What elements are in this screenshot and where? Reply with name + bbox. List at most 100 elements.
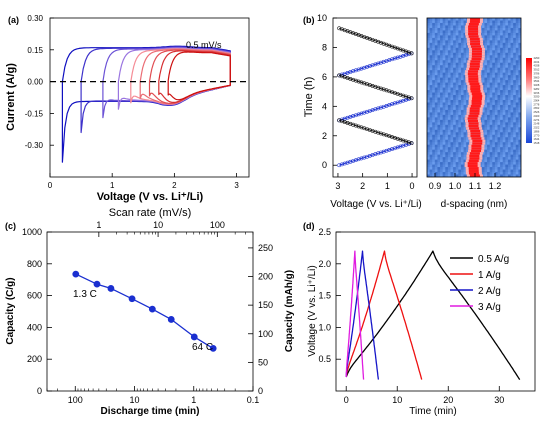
heatmap-cell bbox=[510, 75, 514, 79]
heatmap-cell bbox=[453, 137, 457, 141]
heatmap-cell bbox=[492, 32, 496, 36]
heatmap-cell bbox=[463, 18, 467, 21]
heatmap-cell bbox=[492, 92, 496, 96]
heatmap-cell bbox=[432, 50, 436, 54]
heatmap-cell bbox=[515, 45, 519, 49]
heatmap-cell bbox=[494, 147, 498, 151]
heatmap-cell bbox=[440, 47, 444, 51]
heatmap-cell bbox=[484, 147, 488, 151]
y-tick-label: 1000 bbox=[22, 227, 42, 237]
heatmap-cell bbox=[484, 77, 488, 81]
heatmap-cell bbox=[510, 147, 514, 151]
heatmap-cell bbox=[489, 67, 493, 71]
heatmap-cell bbox=[440, 92, 444, 96]
heatmap-cell bbox=[434, 107, 438, 111]
heatmap-cell bbox=[463, 27, 467, 31]
heatmap-peak bbox=[472, 95, 483, 98]
heatmap-cell bbox=[440, 164, 444, 168]
heatmap-cell bbox=[502, 114, 506, 118]
heatmap-cell bbox=[505, 154, 509, 158]
heatmap-peak bbox=[468, 27, 479, 31]
heatmap-peak bbox=[471, 102, 482, 106]
heatmap-cell bbox=[434, 37, 438, 41]
heatmap-cell bbox=[453, 142, 457, 146]
heatmap-cell bbox=[507, 75, 511, 79]
heatmap-cell bbox=[489, 129, 493, 133]
heatmap-cell bbox=[458, 50, 462, 54]
heatmap-cell bbox=[455, 117, 459, 121]
heatmap-cell bbox=[453, 32, 457, 36]
heatmap-cell bbox=[429, 47, 433, 51]
heatmap-cell bbox=[450, 174, 454, 177]
heatmap-cell bbox=[447, 90, 451, 93]
heatmap-cell bbox=[494, 109, 498, 113]
heatmap-cell bbox=[447, 119, 451, 123]
heatmap-cell bbox=[489, 70, 493, 74]
heatmap-cell bbox=[487, 47, 491, 51]
heatmap-cell bbox=[492, 154, 496, 158]
heatmap-cell bbox=[518, 119, 521, 123]
heatmap-cell bbox=[518, 67, 521, 71]
heatmap-cell bbox=[513, 37, 517, 41]
heatmap-cell bbox=[427, 45, 431, 49]
heatmap-cell bbox=[502, 157, 506, 161]
heatmap-peak bbox=[468, 32, 479, 36]
heatmap-peak bbox=[468, 159, 479, 163]
heatmap-cell bbox=[432, 149, 436, 153]
heatmap-cell bbox=[494, 27, 498, 31]
heatmap-cell bbox=[513, 30, 517, 34]
heatmap-cell bbox=[466, 47, 470, 51]
heatmap-cell bbox=[510, 62, 514, 66]
heatmap-cell bbox=[494, 154, 498, 158]
heatmap-cell bbox=[432, 132, 436, 136]
heatmap-cell bbox=[437, 75, 441, 79]
heatmap-cell bbox=[440, 87, 444, 91]
heatmap-cell bbox=[515, 167, 519, 170]
heatmap-cell bbox=[515, 112, 519, 116]
heatmap-cell bbox=[432, 60, 436, 64]
heatmap-cell bbox=[492, 67, 496, 71]
heatmap-cell bbox=[437, 97, 441, 101]
heatmap-cell bbox=[513, 25, 517, 29]
heatmap-cell bbox=[442, 157, 446, 161]
heatmap-cell bbox=[453, 52, 457, 56]
heatmap-cell bbox=[518, 147, 521, 151]
heatmap-cell bbox=[507, 52, 511, 56]
heatmap-cell bbox=[447, 162, 451, 165]
heatmap-cell bbox=[497, 122, 501, 126]
heatmap-cell bbox=[518, 109, 521, 113]
heatmap-cell bbox=[518, 164, 521, 168]
heatmap-cell bbox=[518, 144, 521, 148]
heatmap-cell bbox=[502, 127, 506, 131]
heatmap-cell bbox=[505, 137, 509, 141]
heatmap-cell bbox=[445, 97, 449, 101]
heatmap-cell bbox=[492, 119, 496, 123]
heatmap-cell bbox=[515, 80, 519, 83]
heatmap-cell bbox=[442, 32, 446, 36]
heatmap-cell bbox=[445, 82, 449, 86]
heatmap-cell bbox=[450, 147, 454, 151]
heatmap-cell bbox=[434, 157, 438, 161]
y-tick-label: 0 bbox=[322, 160, 327, 170]
heatmap-cell bbox=[432, 92, 436, 96]
heatmap-cell bbox=[445, 164, 449, 168]
heatmap-cell bbox=[487, 70, 491, 74]
heatmap-cell bbox=[505, 157, 509, 161]
heatmap-cell bbox=[463, 87, 467, 91]
heatmap-cell bbox=[515, 119, 519, 123]
heatmap-cell bbox=[442, 47, 446, 51]
heatmap-cell bbox=[437, 35, 441, 39]
panel-b-ylabel: Time (h) bbox=[303, 77, 315, 118]
heatmap-cell bbox=[502, 47, 506, 51]
heatmap-cell bbox=[497, 75, 501, 79]
heatmap-cell bbox=[447, 37, 451, 41]
heatmap-cell bbox=[494, 117, 498, 121]
heatmap-cell bbox=[440, 99, 444, 103]
heatmap-cell bbox=[440, 152, 444, 156]
heatmap-cell bbox=[518, 142, 521, 146]
heatmap-cell bbox=[487, 162, 491, 165]
heatmap-cell bbox=[458, 167, 462, 170]
heatmap-cell bbox=[450, 20, 454, 24]
heatmap-cell bbox=[434, 142, 438, 146]
heatmap-cell bbox=[484, 65, 488, 69]
